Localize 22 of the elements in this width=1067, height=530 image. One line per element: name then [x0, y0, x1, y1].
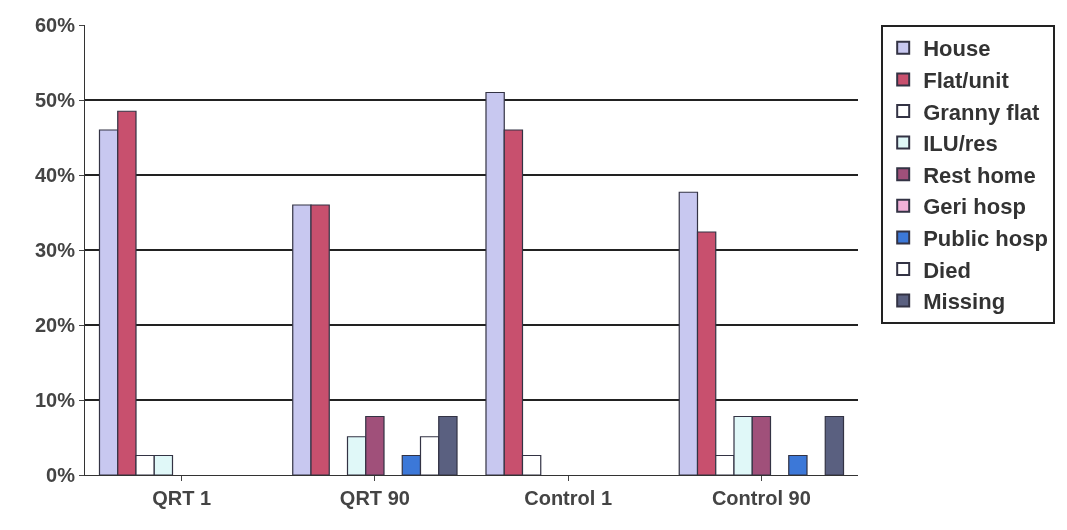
x-tick-label: Control 1	[524, 487, 613, 509]
bar	[788, 454, 808, 475]
legend-label: Granny flat	[923, 99, 1040, 125]
y-tick-label: 50%	[34, 89, 76, 111]
legend-label: Flat/unit	[923, 67, 1010, 93]
y-tick-label: 30%	[34, 239, 76, 261]
legend-label: Rest home	[923, 162, 1036, 188]
bar	[824, 415, 845, 475]
y-tick-label: 40%	[34, 164, 76, 186]
x-tick-label: Control 90	[711, 487, 811, 509]
legend-label: Public hosp	[923, 225, 1048, 251]
legend-label: Missing	[923, 289, 1006, 315]
x-tick-label: QRT 1	[152, 487, 212, 509]
y-tick-label: 10%	[34, 389, 76, 411]
x-tick-label: QRT 90	[339, 487, 410, 509]
legend-label: House	[923, 36, 991, 62]
legend-label: Geri hosp	[923, 194, 1026, 220]
legend-label: Died	[923, 257, 971, 283]
y-tick-label: 20%	[34, 314, 76, 336]
legend-label: ILU/res	[923, 131, 998, 157]
y-tick-label: 0%	[46, 464, 76, 486]
y-tick-label: 60%	[34, 14, 76, 36]
